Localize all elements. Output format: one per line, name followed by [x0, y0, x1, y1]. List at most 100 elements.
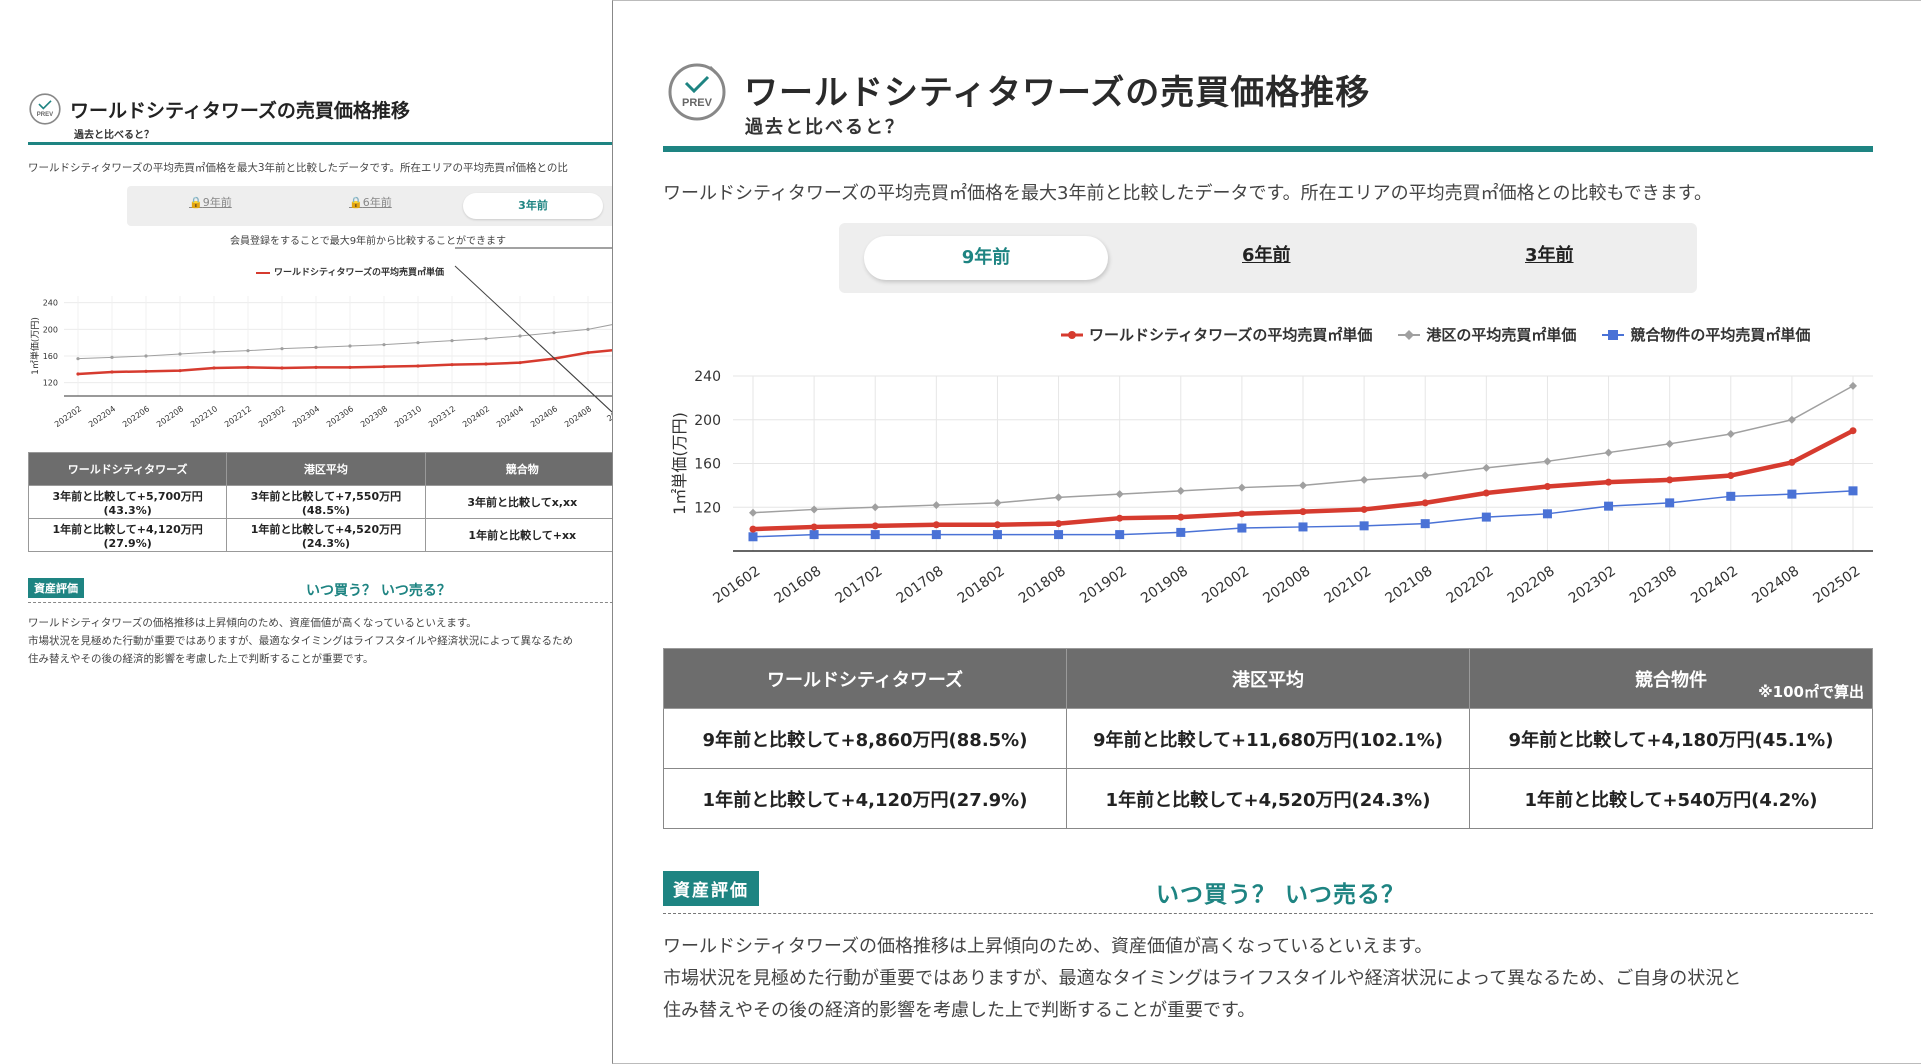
- data-point: [871, 522, 879, 530]
- page-subtitle: 過去と比べると？: [745, 117, 905, 138]
- data-point: [1665, 439, 1674, 448]
- data-point: [1787, 489, 1797, 499]
- data-point: [931, 530, 941, 540]
- data-point: [1605, 478, 1613, 486]
- data-point: [810, 505, 819, 514]
- preview-header: PREV ワールドシティタワーズの売買価格推移 過去と比べると？: [28, 92, 410, 141]
- preview-tab-bar: 🔒9年前 🔒6年前 3年前: [127, 186, 620, 226]
- data-point: [416, 364, 420, 368]
- x-tick-label: 202308: [359, 404, 389, 429]
- lock-icon: 🔒: [349, 196, 363, 209]
- period-tab-bar: 9年前 6年前 3年前: [839, 223, 1697, 293]
- body-line: 市場状況を見極めた行動が重要ではありますが、最適なタイミングはライフスタイルや経…: [663, 968, 1742, 989]
- x-tick-label: 202210: [189, 404, 219, 429]
- data-point: [552, 357, 556, 361]
- data-point: [1115, 530, 1125, 540]
- x-tick-label: 202212: [223, 404, 253, 429]
- lock-icon: 🔒: [189, 196, 203, 209]
- table-row: 1年前と比較して+4,120万円(27.9%) 1年前と比較して+4,520万円…: [663, 768, 1873, 829]
- data-point: [518, 361, 522, 365]
- x-tick-label: 201708: [894, 563, 947, 607]
- timing-question: いつ買う？ いつ売る？: [1156, 882, 1406, 908]
- table-cell: 3年前と比較してx,xx: [424, 485, 620, 519]
- data-point: [552, 331, 556, 335]
- data-point: [1360, 475, 1369, 484]
- dashed-divider: [663, 913, 1873, 914]
- th-competitor: 競合物件 ※100㎡で算出: [1469, 648, 1873, 709]
- preview-tab-6y[interactable]: 🔒6年前: [349, 196, 392, 209]
- data-point: [870, 530, 880, 540]
- evaluation-body: ワールドシティタワーズの価格推移は上昇傾向のため、資産価値が高くなっているといえ…: [663, 931, 1741, 1027]
- legend-item-building: ワールドシティタワーズの平均売買㎡単価: [1061, 324, 1372, 345]
- x-tick-label: 202408: [1749, 563, 1802, 607]
- data-point: [1421, 499, 1429, 507]
- legend-swatch-square: [1602, 329, 1625, 340]
- data-point: [178, 352, 182, 356]
- data-point: [586, 327, 590, 331]
- data-point: [749, 525, 757, 533]
- y-tick-label: 240: [43, 299, 58, 308]
- x-tick-label: 202108: [1383, 563, 1436, 607]
- data-point: [1237, 523, 1247, 533]
- calc-note: ※100㎡で算出: [1758, 683, 1864, 701]
- tab-3-years[interactable]: 3年前: [1525, 245, 1574, 266]
- data-point: [993, 498, 1002, 507]
- x-tick-label: 202208: [155, 404, 185, 429]
- data-point: [1055, 520, 1063, 528]
- preview-title: ワールドシティタワーズの売買価格推移: [70, 100, 410, 122]
- table-cell: 1年前と比較して+4,120万円(27.9%): [27, 518, 228, 552]
- data-point: [1054, 530, 1064, 540]
- title-divider: [663, 146, 1873, 152]
- data-point: [1299, 481, 1307, 490]
- data-point: [1542, 509, 1552, 519]
- tab-6-years[interactable]: 6年前: [1242, 245, 1291, 266]
- data-point: [1359, 521, 1369, 531]
- comparison-table: ワールドシティタワーズ 港区平均 競合物件 ※100㎡で算出 9年前と比較して+…: [663, 648, 1873, 829]
- preview-th-competitor: 競合物: [424, 452, 620, 486]
- data-point: [110, 370, 114, 374]
- preview-table: ワールドシティタワーズ 港区平均 競合物 3年前と比較して+5,700万円(43…: [27, 452, 620, 552]
- data-point: [749, 508, 757, 517]
- data-point: [1421, 471, 1430, 480]
- x-tick-label: 202406: [529, 404, 559, 429]
- x-tick-label: 202502: [1810, 563, 1863, 607]
- series-line: [77, 322, 620, 360]
- table-cell: 1年前と比較して+4,520万円(24.3%): [226, 518, 426, 552]
- x-tick-label: 201608: [771, 563, 824, 607]
- data-point: [1726, 429, 1735, 438]
- table-row: 3年前と比較して+5,700万円(43.3%) 3年前と比較して+7,550万円…: [27, 485, 620, 519]
- table-cell: 9年前と比較して+4,180万円(45.1%): [1469, 708, 1873, 769]
- x-tick-label: 202208: [1505, 563, 1558, 607]
- preview-subtitle: 過去と比べると？: [74, 130, 154, 141]
- data-point: [1299, 508, 1307, 516]
- x-tick-label: 201808: [1016, 563, 1069, 607]
- data-point: [1054, 493, 1063, 502]
- y-tick-label: 240: [694, 369, 721, 385]
- tab-9-years[interactable]: 9年前: [864, 236, 1108, 280]
- data-point: [314, 365, 318, 369]
- data-point: [280, 366, 284, 370]
- x-tick-label: 202408: [563, 404, 593, 429]
- preview-tab-3y[interactable]: 3年前: [463, 193, 603, 219]
- data-point: [1298, 522, 1308, 532]
- data-point: [1482, 489, 1490, 497]
- main-panel: PREV ワールドシティタワーズの売買価格推移 過去と比べると？ ワールドシティ…: [612, 0, 1921, 1064]
- x-tick-label: 202304: [291, 404, 321, 429]
- data-point: [1788, 458, 1796, 466]
- x-tick-label: 202204: [87, 404, 117, 429]
- data-point: [76, 357, 80, 361]
- x-tick-label: 202302: [257, 404, 287, 429]
- data-point: [1849, 381, 1857, 390]
- data-point: [748, 532, 758, 542]
- preview-question: いつ買う？ いつ売る？: [306, 583, 451, 599]
- data-point: [1665, 498, 1675, 508]
- data-point: [518, 334, 522, 338]
- preview-tab-9y[interactable]: 🔒9年前: [189, 196, 232, 209]
- data-point: [484, 337, 488, 341]
- table-cell: 3年前と比較して+5,700万円(43.3%): [27, 485, 228, 519]
- data-point: [450, 363, 454, 367]
- preview-legend: ワールドシティタワーズの平均売買㎡単価: [256, 265, 444, 278]
- y-tick-label: 200: [694, 413, 721, 429]
- data-point: [1848, 486, 1858, 496]
